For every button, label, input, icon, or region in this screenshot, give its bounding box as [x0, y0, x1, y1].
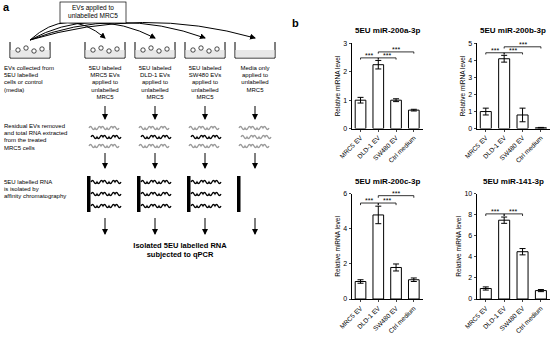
svg-text:Ctrl medium: Ctrl medium: [514, 305, 544, 335]
svg-text:SW480 EV: SW480 EV: [498, 304, 526, 332]
svg-text:***: ***: [365, 197, 373, 204]
svg-text:3: 3: [343, 40, 347, 47]
svg-text:***: ***: [509, 47, 517, 54]
svg-text:5EU miR-200b-3p: 5EU miR-200b-3p: [480, 26, 546, 35]
svg-text:***: ***: [383, 52, 391, 59]
svg-text:0: 0: [468, 125, 472, 132]
svg-text:Residual EVs removedand total: Residual EVs removedand total RNA extrac…: [4, 123, 67, 151]
svg-text:MRC5 EV: MRC5 EV: [463, 304, 489, 330]
svg-text:5EU miR-200a-3p: 5EU miR-200a-3p: [355, 26, 420, 35]
svg-text:EVs collected from5EU labelled: EVs collected from5EU labelledcells or c…: [4, 65, 54, 93]
svg-text:6: 6: [468, 232, 472, 239]
svg-text:SW480 EV: SW480 EV: [498, 134, 526, 162]
svg-text:***: ***: [491, 208, 499, 215]
svg-text:5EU labeledMRC5 EVsapplied tou: 5EU labeledMRC5 EVsapplied tounlabelledM…: [89, 65, 122, 100]
svg-text:***: ***: [365, 52, 373, 59]
svg-text:DLD-1 EV: DLD-1 EV: [356, 304, 382, 330]
svg-text:Relative miRNA level: Relative miRNA level: [459, 55, 466, 116]
svg-text:Ctrl medium: Ctrl medium: [387, 134, 417, 164]
svg-text:***: ***: [383, 197, 391, 204]
svg-text:MRC5 EV: MRC5 EV: [338, 134, 364, 160]
svg-text:***: ***: [509, 208, 517, 215]
svg-text:SW480 EV: SW480 EV: [372, 304, 400, 332]
svg-text:b: b: [292, 17, 299, 29]
svg-text:0: 0: [468, 295, 472, 302]
svg-text:10: 10: [464, 190, 472, 197]
svg-text:2: 2: [343, 260, 347, 267]
svg-text:***: ***: [392, 190, 400, 197]
svg-text:EVs applied tounlabelled MRC5: EVs applied tounlabelled MRC5: [68, 4, 118, 19]
svg-text:5EU miR-141-3p: 5EU miR-141-3p: [483, 177, 544, 186]
svg-text:SW480 EV: SW480 EV: [372, 134, 400, 162]
svg-text:5EU labeledSW480 EVsapplied to: 5EU labeledSW480 EVsapplied tounlabelled…: [189, 65, 222, 100]
svg-text:MRC5 EV: MRC5 EV: [338, 304, 364, 330]
svg-text:8: 8: [468, 211, 472, 218]
svg-text:4: 4: [468, 57, 472, 64]
svg-text:0: 0: [343, 295, 347, 302]
svg-text:4: 4: [343, 225, 347, 232]
svg-text:DLD-1 EV: DLD-1 EV: [482, 134, 508, 160]
svg-text:6: 6: [343, 190, 347, 197]
svg-text:Isolated 5EU labelled RNAsubje: Isolated 5EU labelled RNAsubjected to qP…: [133, 241, 227, 259]
svg-text:Relative miRNA level: Relative miRNA level: [334, 216, 341, 277]
svg-text:1: 1: [343, 97, 347, 104]
svg-text:***: ***: [392, 46, 400, 53]
svg-text:Relative miRNA level: Relative miRNA level: [455, 216, 462, 277]
svg-text:5: 5: [468, 40, 472, 47]
svg-text:DLD-1 EV: DLD-1 EV: [356, 134, 382, 160]
svg-text:5EU miR-200c-3p: 5EU miR-200c-3p: [355, 177, 420, 186]
svg-text:Ctrl medium: Ctrl medium: [514, 134, 544, 164]
svg-text:a: a: [3, 1, 10, 13]
svg-text:5EU labeledDLD-1 EVsapplied to: 5EU labeledDLD-1 EVsapplied tounlabelled…: [139, 65, 172, 100]
svg-text:DLD-1 EV: DLD-1 EV: [482, 304, 508, 330]
svg-text:MRC5 EV: MRC5 EV: [463, 134, 489, 160]
svg-text:4: 4: [468, 253, 472, 260]
svg-text:Ctrl medium: Ctrl medium: [387, 305, 417, 335]
svg-text:Relative miRNA level: Relative miRNA level: [334, 55, 341, 116]
svg-text:Media onlyapplied tounlabelled: Media onlyapplied tounlabelledMRC5: [240, 65, 269, 93]
svg-text:2: 2: [468, 274, 472, 281]
svg-text:1: 1: [468, 108, 472, 115]
svg-text:5EU labelled RNAis isolated by: 5EU labelled RNAis isolated byaffinity c…: [4, 179, 66, 199]
svg-text:3: 3: [468, 74, 472, 81]
svg-text:2: 2: [343, 68, 347, 75]
svg-text:***: ***: [519, 41, 527, 48]
svg-text:***: ***: [491, 47, 499, 54]
svg-text:2: 2: [468, 91, 472, 98]
svg-text:0: 0: [343, 125, 347, 132]
